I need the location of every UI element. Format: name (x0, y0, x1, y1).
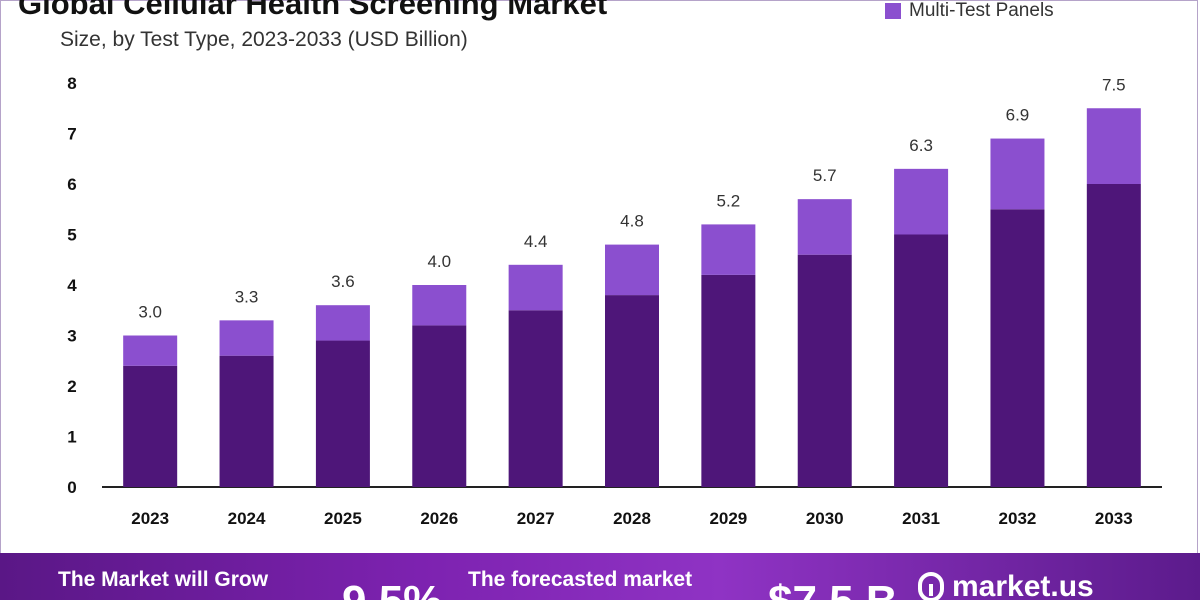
bar-segment-multi-test-panels (315, 305, 370, 341)
y-tick-label: 5 (67, 226, 76, 245)
banner-forecast-text: The forecasted market (468, 568, 693, 591)
bar-segment-multi-test-panels (894, 168, 949, 235)
bar-total-label: 6.9 (1006, 106, 1030, 125)
x-tick-label: 2025 (324, 509, 362, 528)
bar-total-label: 5.2 (717, 191, 741, 210)
bar-segment-multi-test-panels (508, 264, 563, 311)
brand-name: market.us (952, 570, 1094, 600)
x-tick-label: 2028 (613, 509, 651, 528)
x-tick-label: 2023 (131, 509, 169, 528)
bar-total-label: 3.3 (235, 287, 259, 306)
bar-segment-base (797, 254, 852, 487)
y-tick-label: 8 (67, 74, 76, 93)
x-tick-label: 2027 (517, 509, 555, 528)
bar-total-label: 3.0 (138, 303, 162, 322)
x-tick-label: 2026 (420, 509, 458, 528)
bar-segment-multi-test-panels (219, 320, 274, 356)
bar-total-label: 7.5 (1102, 75, 1126, 94)
x-tick-label: 2032 (999, 509, 1037, 528)
bar-segment-base (990, 209, 1045, 487)
bar-segment-base (1086, 184, 1141, 487)
bar-segment-multi-test-panels (123, 335, 178, 366)
bar-total-label: 4.4 (524, 232, 548, 251)
banner-grow-text: The Market will Grow (58, 568, 269, 591)
market-us-logo-icon (918, 572, 944, 600)
x-tick-label: 2031 (902, 509, 940, 528)
x-tick-label: 2024 (228, 509, 266, 528)
legend-label-multi-test-panels: Multi-Test Panels (909, 0, 1054, 21)
y-tick-label: 6 (67, 175, 76, 194)
banner-cagr: 9.5% (342, 577, 442, 600)
y-tick-label: 1 (67, 428, 76, 447)
chart-subtitle: Size, by Test Type, 2023-2033 (USD Billi… (60, 28, 468, 51)
x-tick-label: 2029 (709, 509, 747, 528)
x-tick-label: 2033 (1095, 509, 1133, 528)
legend: Multi-Test Panels (885, 0, 1054, 22)
brand-logo: market.us (918, 570, 1094, 600)
bar-segment-base (412, 325, 467, 487)
bar-segment-base (508, 310, 563, 487)
banner-forecast-value: $7.5 B (768, 577, 898, 600)
bar-segment-base (315, 340, 370, 487)
bar-segment-multi-test-panels (605, 244, 659, 296)
bar-total-label: 4.0 (427, 252, 451, 271)
bar-segment-base (605, 295, 659, 487)
bar-segment-multi-test-panels (701, 224, 756, 275)
x-tick-label: 2030 (806, 509, 844, 528)
bar-segment-base (123, 365, 178, 487)
y-tick-label: 4 (67, 276, 77, 295)
bar-segment-multi-test-panels (797, 199, 852, 255)
chart-title: Global Cellular Health Screening Market (18, 0, 608, 21)
bar-total-label: 6.3 (909, 136, 933, 155)
bar-chart: 0 1 2 3 4 5 6 7 8 3.0 2023 3.3 2024 3.6 2025 4.0 2026 4.4… (67, 74, 1162, 528)
bar-segment-multi-test-panels (1086, 108, 1141, 184)
bar-total-label: 4.8 (620, 212, 644, 231)
bar-total-label: 3.6 (331, 272, 355, 291)
y-tick-label: 2 (67, 377, 76, 396)
y-tick-label: 0 (67, 478, 76, 497)
bar-segment-multi-test-panels (412, 285, 467, 326)
bar-segment-base (701, 274, 756, 487)
footer-banner: The Market will Grow 9.5% The forecasted… (0, 553, 1200, 600)
bar-segment-multi-test-panels (990, 138, 1045, 210)
bar-segment-base (894, 234, 949, 487)
y-tick-label: 7 (67, 125, 76, 144)
bar-total-label: 5.7 (813, 166, 837, 185)
y-tick-label: 3 (67, 327, 76, 346)
bar-segment-base (219, 355, 274, 487)
legend-swatch-multi-test-panels (885, 3, 901, 19)
